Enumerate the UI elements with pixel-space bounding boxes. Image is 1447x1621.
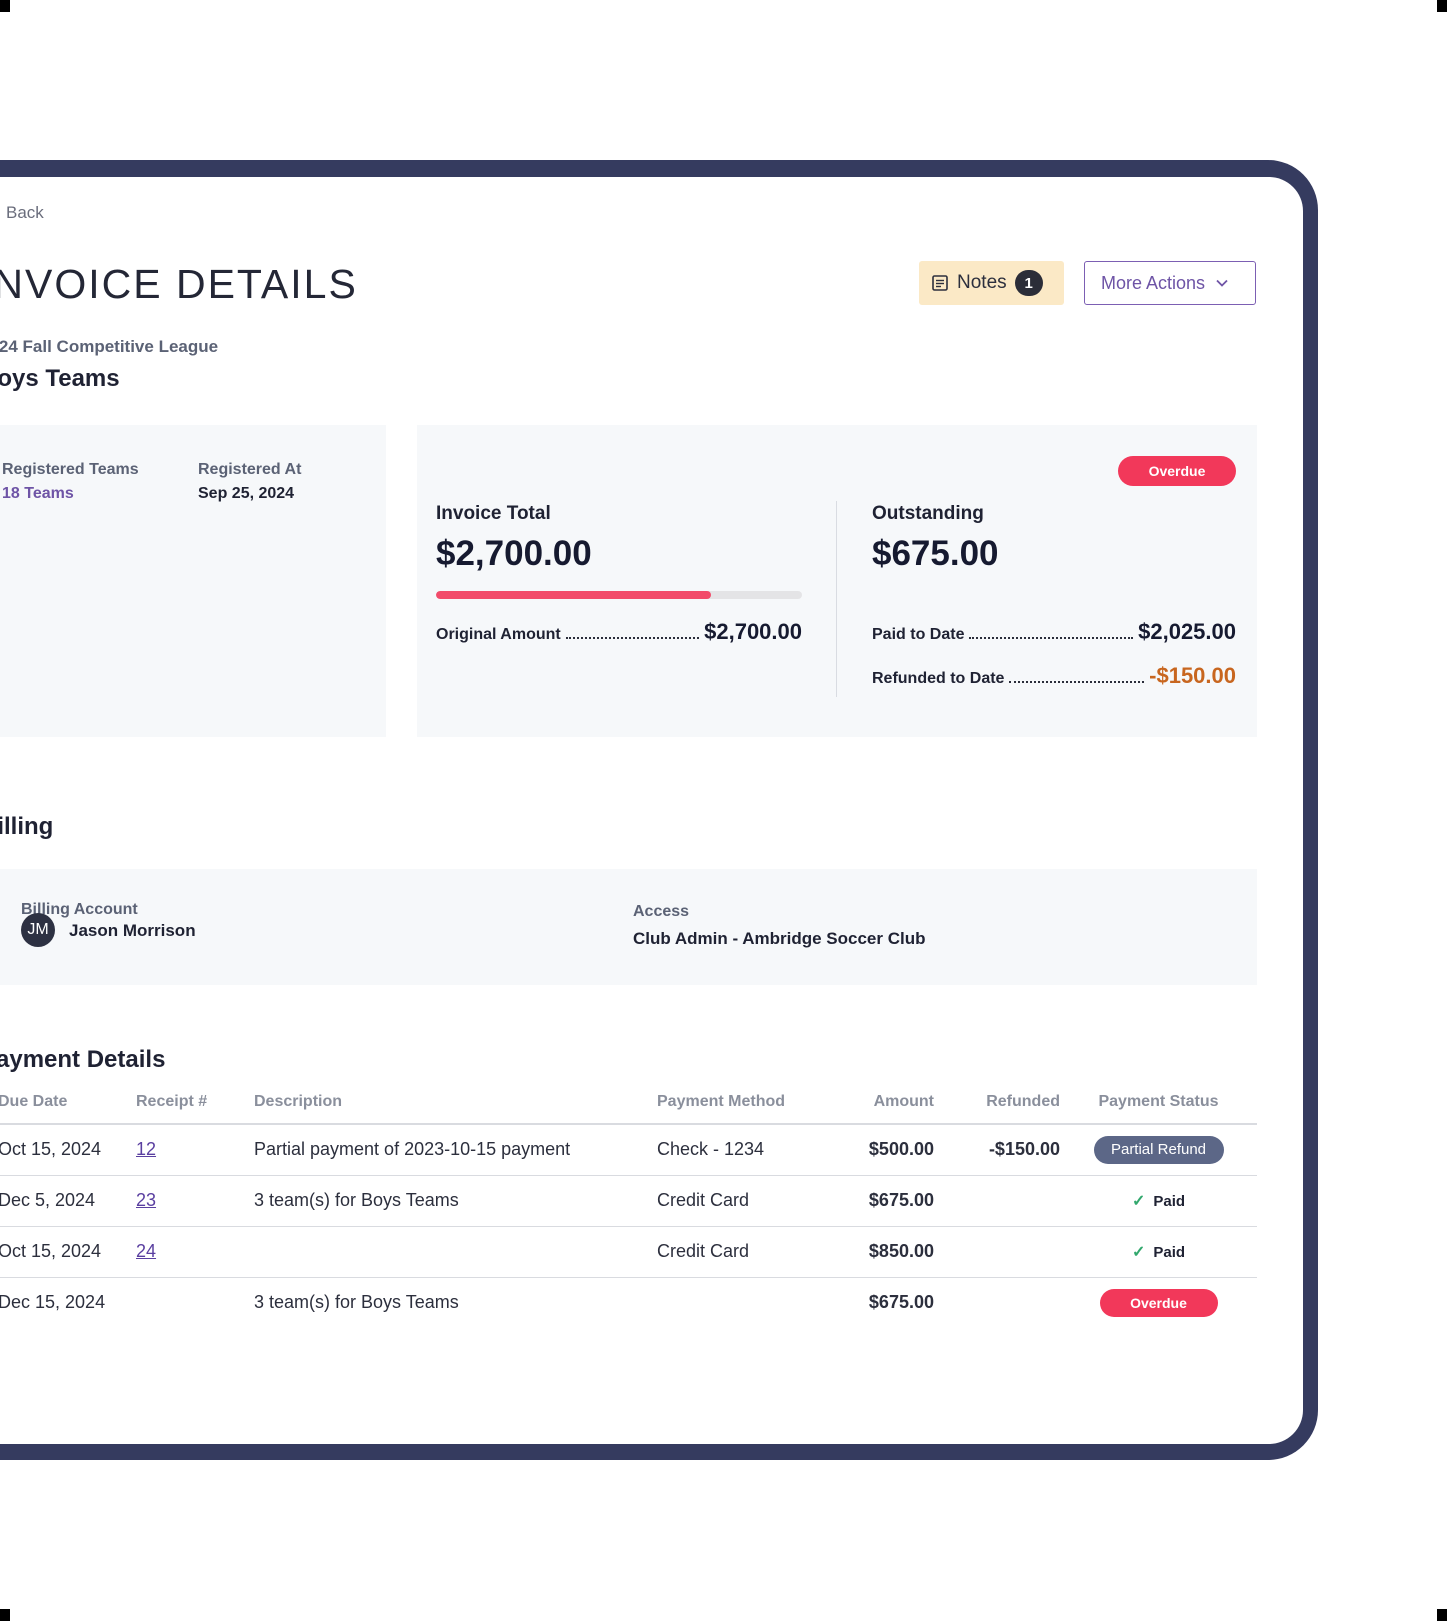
notes-icon (932, 275, 948, 291)
registered-teams-value[interactable]: 18 Teams (2, 485, 74, 502)
check-icon: ✓ (1131, 1244, 1146, 1261)
payment-table: Due Date Receipt # Description Payment M… (0, 1093, 1257, 1328)
paid-to-date-value: $2,025.00 (1138, 619, 1236, 644)
billing-heading: Billing (0, 813, 54, 840)
billing-card: Billing Account JM Jason Morrison Access… (0, 869, 1257, 985)
avatar: JM (21, 913, 55, 947)
column-header: Description (254, 1093, 657, 1125)
access-value: Club Admin - Ambridge Soccer Club (633, 929, 926, 948)
payment-method-cell: Check - 1234 (657, 1124, 827, 1176)
outstanding-label: Outstanding (872, 503, 984, 524)
corner-mark (0, 0, 10, 12)
league-name: 2024 Fall Competitive League (0, 337, 219, 356)
outstanding-value: $675.00 (872, 534, 999, 573)
billing-account-label: Billing Account (21, 901, 138, 918)
payment-method-cell: Credit Card (657, 1226, 827, 1278)
due-date-cell: Dec 5, 2024 (0, 1175, 136, 1227)
notes-count-badge: 1 (1014, 270, 1043, 296)
check-icon: ✓ (1131, 1193, 1146, 1210)
description-cell: Partial payment of 2023-10-15 payment (254, 1124, 657, 1176)
leader-dots (565, 637, 700, 639)
billing-account-name: Jason Morrison (69, 921, 196, 940)
notes-button[interactable]: Notes 1 (919, 261, 1064, 305)
table-row: Oct 15, 2024 12 Partial payment of 2023-… (0, 1124, 1257, 1176)
status-label: Paid (1153, 1192, 1186, 1210)
refunded-cell (934, 1277, 1060, 1328)
column-header: Refunded (934, 1093, 1060, 1125)
receipt-cell (136, 1277, 254, 1328)
refunded-cell (934, 1175, 1060, 1227)
refunded-cell (934, 1226, 1060, 1278)
access-label: Access (633, 903, 690, 920)
corner-mark (1437, 0, 1447, 12)
back-link[interactable]: Back (6, 203, 44, 222)
payment-method-cell: Credit Card (657, 1175, 827, 1227)
description-cell (254, 1226, 657, 1278)
refunded-cell: -$150.00 (934, 1124, 1060, 1176)
invoice-total-label: Invoice Total (436, 503, 551, 524)
amount-cell: $850.00 (827, 1226, 934, 1278)
invoice-total-value: $2,700.00 (436, 534, 592, 573)
invoice-summary-card: Overdue Invoice Total $2,700.00 Original… (417, 425, 1257, 737)
paid-to-date-label: Paid to Date (872, 626, 965, 643)
registered-at-value: Sep 25, 2024 (198, 485, 295, 502)
status-paid: ✓ Paid (1132, 1242, 1185, 1262)
corner-mark (1437, 1609, 1447, 1621)
registered-teams-label: Registered Teams (2, 461, 139, 478)
team-name: Boys Teams (0, 365, 120, 392)
invoice-page: Back INVOICE DETAILS Notes 1 More Action… (0, 177, 1303, 1444)
column-header: Payment Method (657, 1093, 827, 1125)
column-header: Payment Status (1060, 1093, 1257, 1125)
original-amount-label: Original Amount (436, 626, 561, 643)
registration-card: Registered Teams 18 Teams Registered At … (0, 425, 386, 737)
column-header: Amount (827, 1093, 934, 1125)
description-cell: 3 team(s) for Boys Teams (254, 1175, 657, 1227)
payment-details-heading: Payment Details (0, 1046, 166, 1073)
leader-dots (969, 637, 1134, 639)
refunded-to-date-value: -$150.00 (1149, 663, 1236, 688)
status-badge: Overdue (1099, 1288, 1218, 1317)
more-actions-button[interactable]: More Actions (1084, 261, 1256, 305)
leader-dots (1009, 681, 1145, 683)
page-title: INVOICE DETAILS (0, 261, 358, 307)
device-screen: Back INVOICE DETAILS Notes 1 More Action… (0, 177, 1303, 1444)
payment-progress-fill (436, 591, 711, 599)
table-row: Dec 15, 2024 3 team(s) for Boys Teams $6… (0, 1277, 1257, 1328)
column-header: Receipt # (136, 1093, 254, 1125)
refunded-to-date-row: Refunded to Date -$150.00 (872, 663, 1236, 689)
description-cell: 3 team(s) for Boys Teams (254, 1292, 459, 1313)
corner-mark (0, 1609, 10, 1621)
amount-cell: $500.00 (827, 1124, 934, 1176)
payment-method-cell (657, 1277, 827, 1328)
table-row: Oct 15, 2024 24 Credit Card $850.00 ✓ Pai… (0, 1226, 1257, 1278)
notes-label: Notes (957, 272, 1007, 293)
registered-at-label: Registered At (198, 461, 302, 478)
original-amount-value: $2,700.00 (704, 619, 802, 644)
status-label: Paid (1153, 1243, 1186, 1261)
chevron-down-icon (1216, 279, 1228, 287)
amount-cell: $675.00 (827, 1175, 934, 1227)
due-date-cell: Dec 15, 2024 (0, 1292, 106, 1313)
due-date-cell: Oct 15, 2024 (0, 1226, 136, 1278)
original-amount-row: Original Amount $2,700.00 (436, 619, 802, 645)
summary-divider (836, 501, 837, 697)
receipt-link[interactable]: 12 (136, 1139, 157, 1160)
column-header: Due Date (0, 1093, 136, 1125)
payment-progress-bar (436, 591, 802, 599)
due-date-cell: Oct 15, 2024 (0, 1124, 136, 1176)
more-actions-label: More Actions (1101, 272, 1206, 293)
refunded-to-date-label: Refunded to Date (872, 670, 1005, 687)
status-paid: ✓ Paid (1132, 1191, 1185, 1211)
status-badge: Overdue (1118, 456, 1236, 486)
table-row: Dec 5, 2024 23 3 team(s) for Boys Teams … (0, 1175, 1257, 1227)
receipt-link[interactable]: 24 (136, 1241, 157, 1261)
status-badge: Partial Refund (1093, 1135, 1224, 1164)
paid-to-date-row: Paid to Date $2,025.00 (872, 619, 1236, 645)
table-header-row: Due Date Receipt # Description Payment M… (0, 1093, 1257, 1125)
amount-cell: $675.00 (868, 1292, 934, 1313)
receipt-link[interactable]: 23 (136, 1190, 157, 1210)
